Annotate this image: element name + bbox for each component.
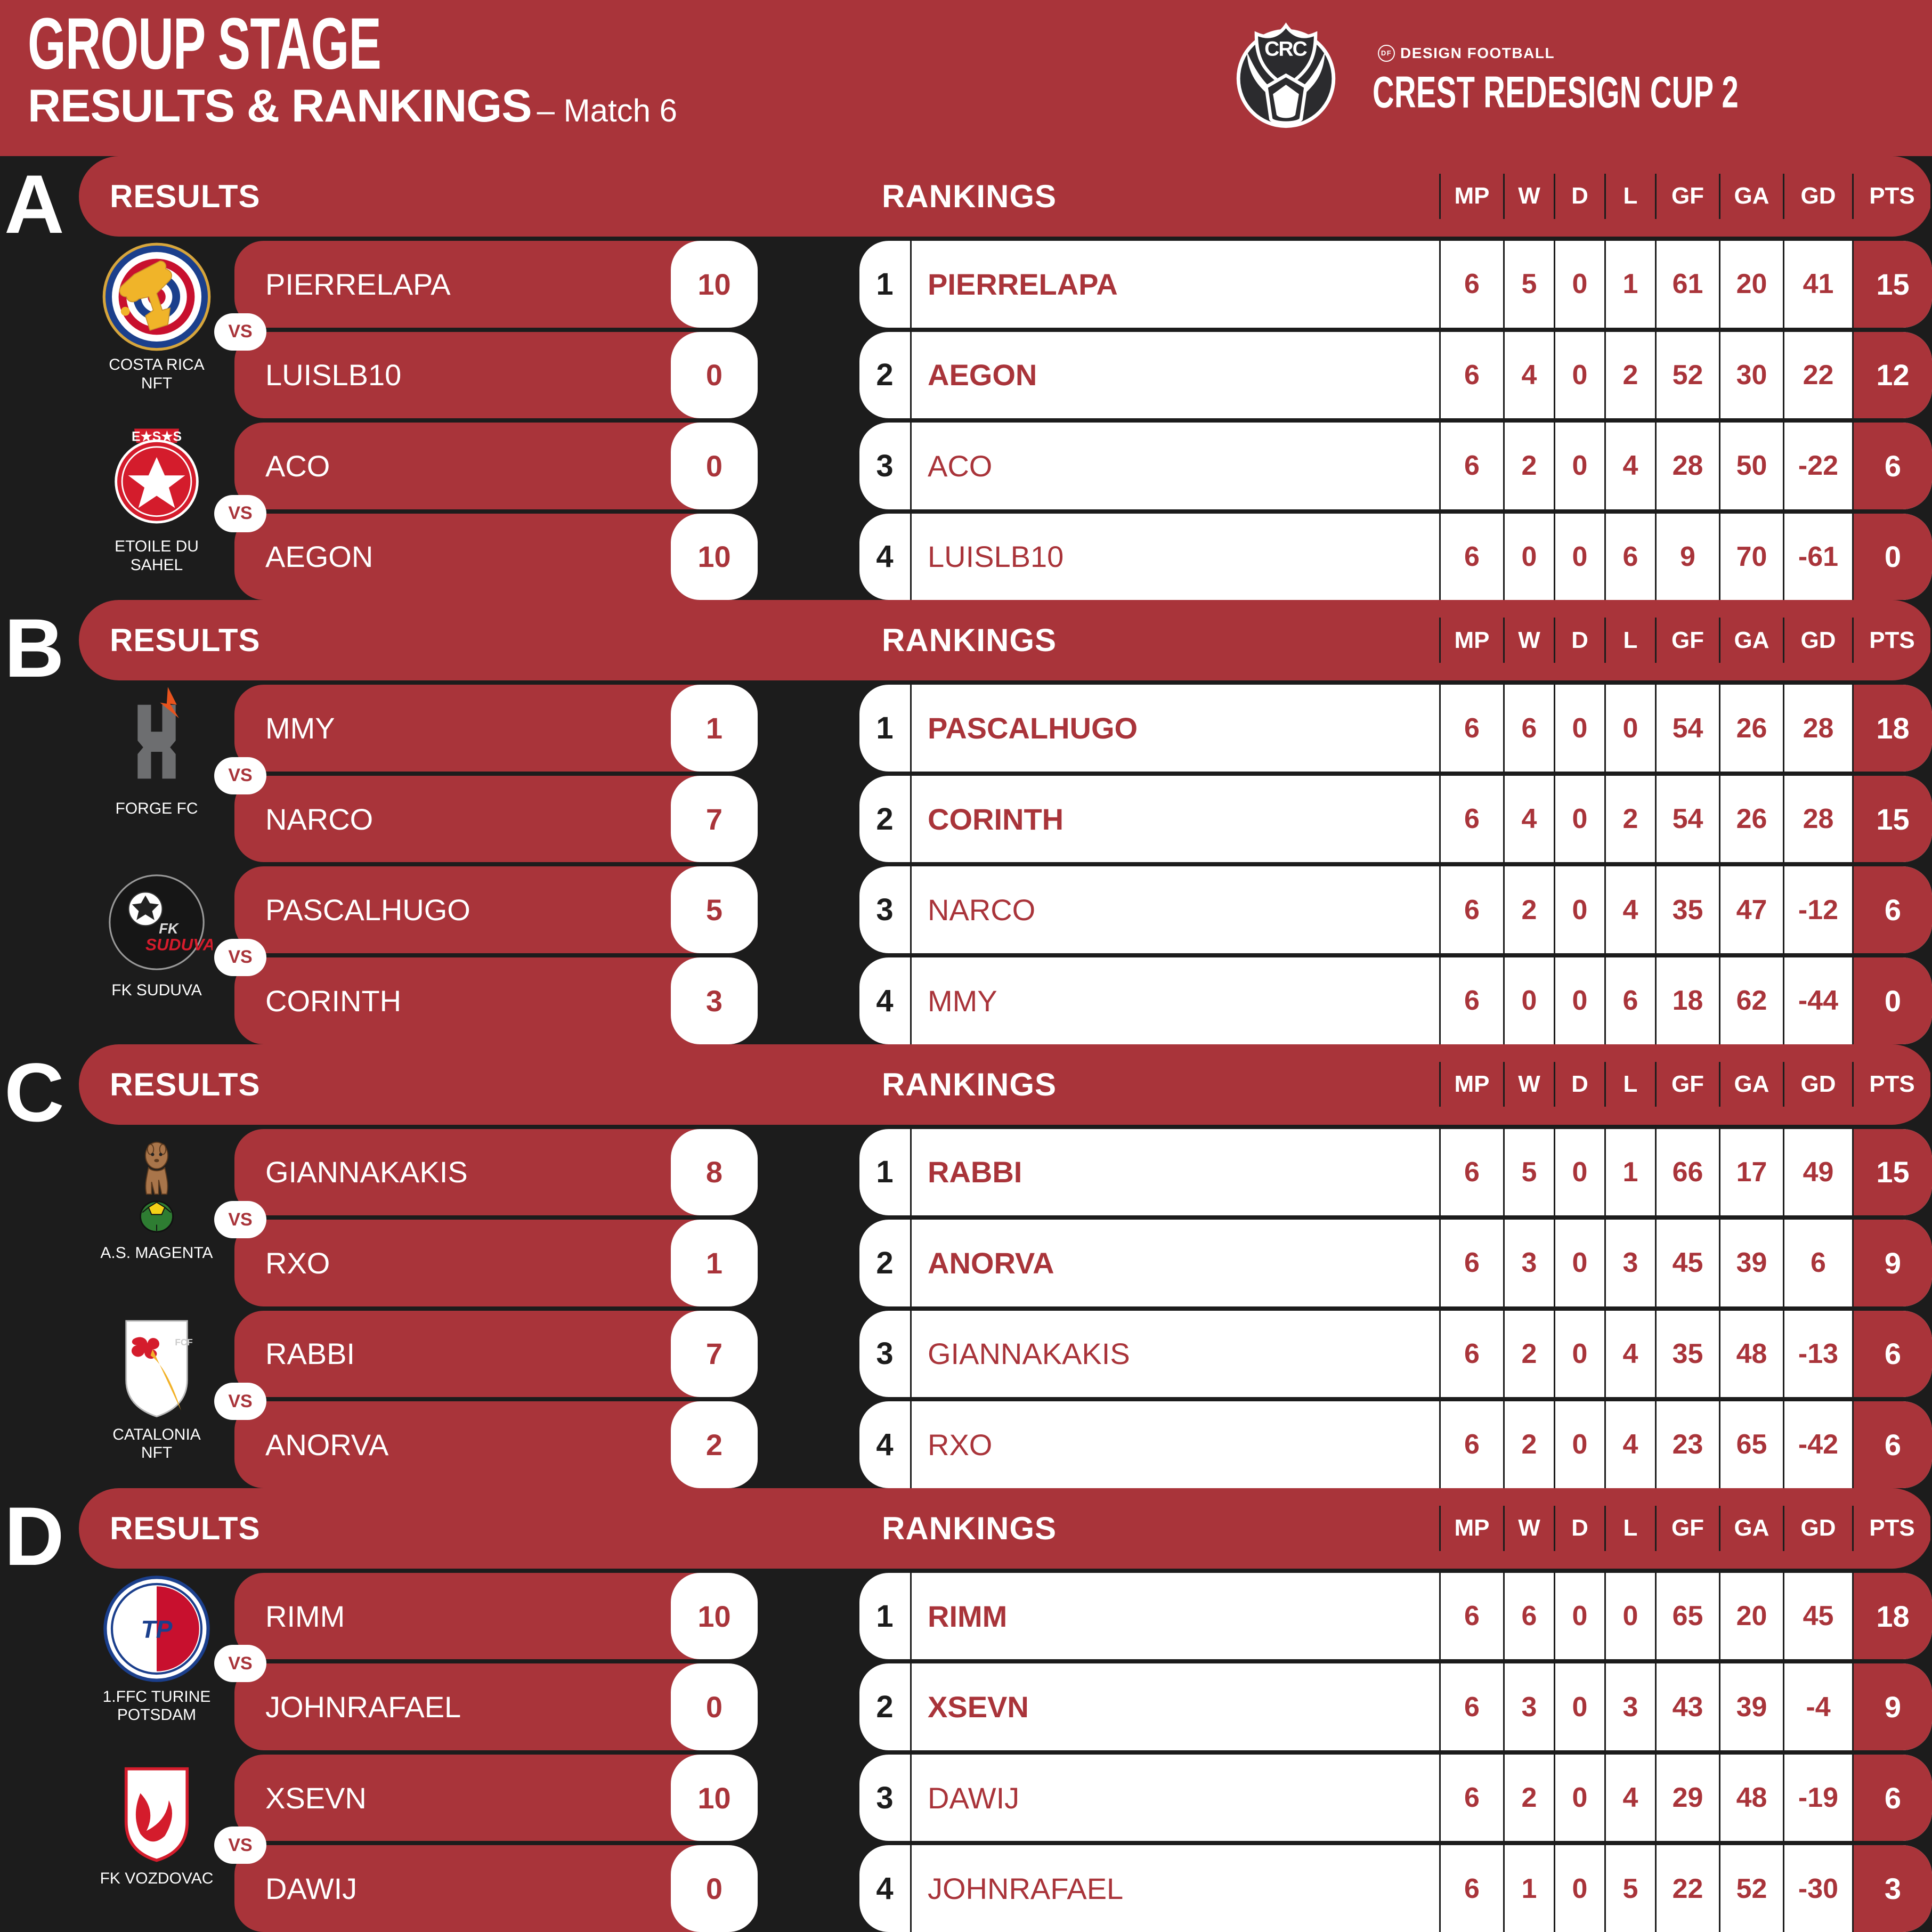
svg-text:FK: FK <box>159 920 180 937</box>
svg-text:TP: TP <box>141 1616 172 1643</box>
svg-text:CRC: CRC <box>1264 37 1307 60</box>
svg-text:SUDUVA: SUDUVA <box>145 935 213 954</box>
svg-text:FCF: FCF <box>175 1336 192 1347</box>
